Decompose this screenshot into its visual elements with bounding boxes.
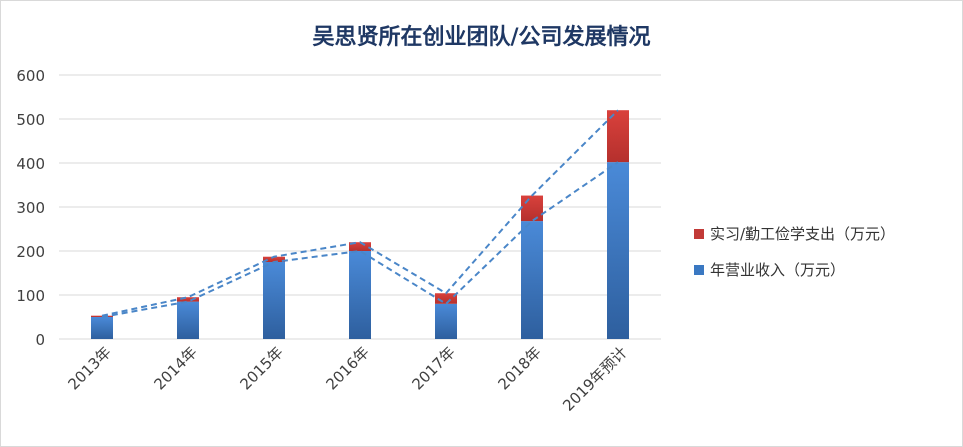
legend-label-expense: 实习/勤工俭学支出（万元） bbox=[710, 225, 896, 243]
x-tick-label-3: 2016年 bbox=[322, 343, 372, 393]
bar-expense-6 bbox=[607, 110, 629, 163]
bar-revenue-0 bbox=[91, 317, 113, 339]
legend-item-revenue: 年营业收入（万元） bbox=[694, 259, 845, 280]
legend-item-expense: 实习/勤工俭学支出（万元） bbox=[694, 223, 895, 244]
bar-expense-5 bbox=[521, 195, 543, 222]
x-tick-label-1: 2014年 bbox=[150, 343, 200, 393]
bar-revenue-2 bbox=[263, 262, 285, 339]
y-tick-label-600: 600 bbox=[16, 67, 45, 85]
y-tick-label-400: 400 bbox=[16, 155, 45, 173]
bar-expense-4 bbox=[435, 293, 457, 304]
x-tick-label-5: 2018年 bbox=[494, 343, 544, 393]
y-tick-label-200: 200 bbox=[16, 243, 45, 261]
y-tick-label-100: 100 bbox=[16, 287, 45, 305]
bar-expense-1 bbox=[177, 297, 199, 302]
legend-label-revenue: 年营业收入（万元） bbox=[710, 261, 846, 279]
bar-expense-3 bbox=[349, 242, 371, 251]
x-tick-label-4: 2017年 bbox=[408, 343, 458, 393]
y-tick-label-500: 500 bbox=[16, 111, 45, 129]
bar-expense-2 bbox=[263, 256, 285, 262]
y-tick-label-0: 0 bbox=[35, 331, 45, 349]
bar-revenue-4 bbox=[435, 303, 457, 339]
x-tick-label-6: 2019年预计 bbox=[559, 343, 631, 415]
legend-swatch-expense bbox=[694, 229, 704, 239]
legend-swatch-revenue bbox=[694, 265, 704, 275]
bar-revenue-6 bbox=[607, 162, 629, 339]
x-tick-label-0: 2013年 bbox=[64, 343, 114, 393]
bar-revenue-1 bbox=[177, 301, 199, 339]
x-tick-label-2: 2015年 bbox=[236, 343, 286, 393]
trend-line-total bbox=[101, 109, 619, 317]
bar-revenue-3 bbox=[349, 251, 371, 339]
chart-title: 吴思贤所在创业团队/公司发展情况 bbox=[312, 25, 651, 50]
bar-revenue-5 bbox=[521, 221, 543, 339]
y-tick-label-300: 300 bbox=[16, 199, 45, 217]
